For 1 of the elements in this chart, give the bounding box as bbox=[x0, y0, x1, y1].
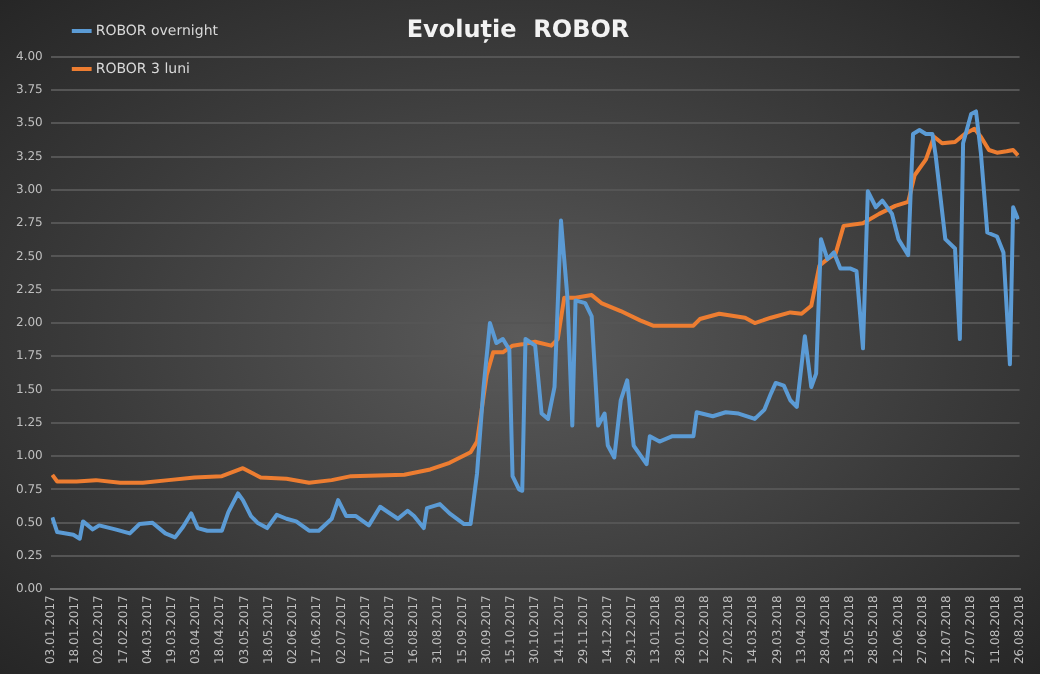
chart-title: Evoluție ROBOR bbox=[406, 14, 630, 43]
